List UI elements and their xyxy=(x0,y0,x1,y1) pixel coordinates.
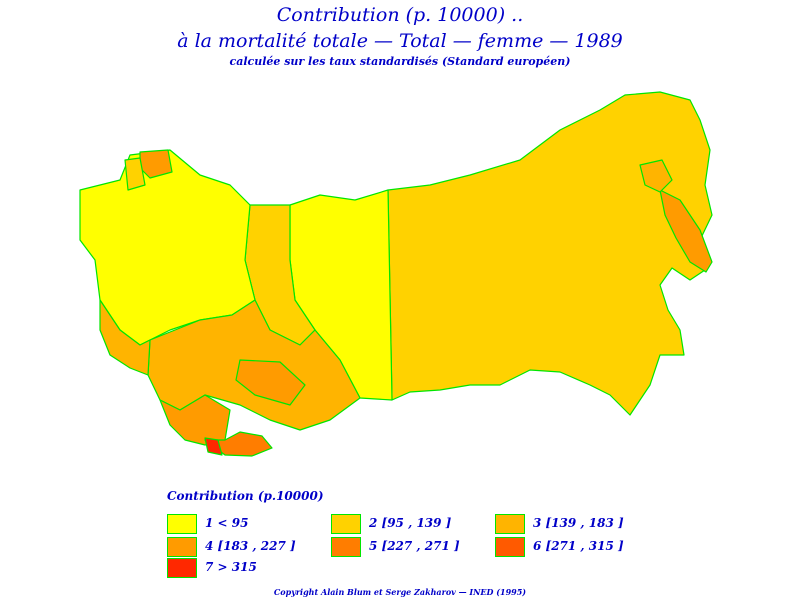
region-tajikistan xyxy=(204,431,273,457)
legend-swatch-6 xyxy=(495,537,525,557)
ussr-choropleth-map xyxy=(79,91,713,457)
region-siberia-far-east xyxy=(387,91,713,416)
legend-label-2: 2 [95 , 139 ] xyxy=(369,516,452,530)
map-method-note: calculée sur les taux standardisés (Stan… xyxy=(229,55,571,68)
region-kamchatka xyxy=(659,189,713,273)
legend-swatch-7 xyxy=(167,558,197,578)
copyright-footer: Copyright Alain Blum et Serge Zakharov —… xyxy=(273,587,527,597)
legend-swatch-1 xyxy=(167,514,197,534)
map-subtitle: à la mortalité totale — Total — femme — … xyxy=(177,30,623,52)
legend-label-7: 7 > 315 xyxy=(205,560,257,574)
map-title: Contribution (p. 10000) .. xyxy=(276,4,524,26)
legend-swatch-4 xyxy=(167,537,197,557)
legend-swatch-5 xyxy=(331,537,361,557)
region-southern-tip xyxy=(204,437,223,456)
legend-label-1: 1 < 95 xyxy=(205,516,249,530)
legend-label-4: 4 [183 , 227 ] xyxy=(205,539,296,553)
legend-swatch-3 xyxy=(495,514,525,534)
region-magadan xyxy=(639,159,673,193)
legend-label-6: 6 [271 , 315 ] xyxy=(533,539,624,553)
legend-label-5: 5 [227 , 271 ] xyxy=(369,539,460,553)
region-kazakhstan-central xyxy=(235,359,306,406)
legend-swatch-2 xyxy=(331,514,361,534)
region-karelia xyxy=(124,157,146,191)
legend-label-3: 3 [139 , 183 ] xyxy=(533,516,624,530)
legend-title: Contribution (p.10000) xyxy=(167,489,324,503)
region-caucasus xyxy=(99,299,151,376)
